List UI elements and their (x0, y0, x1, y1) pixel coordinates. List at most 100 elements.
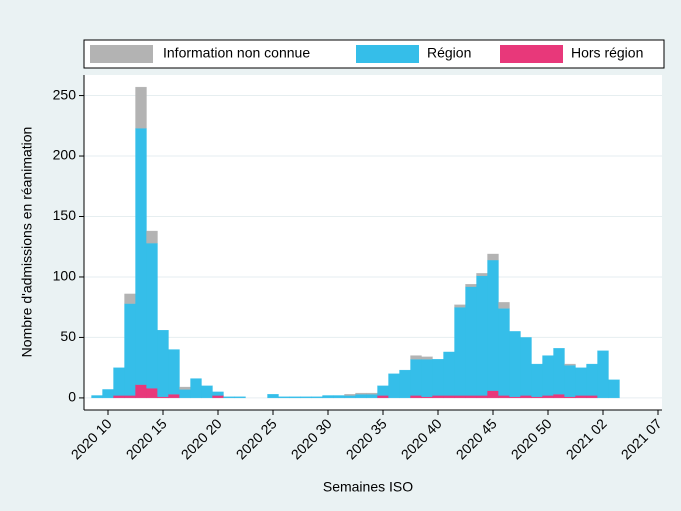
bar-segment (487, 253, 499, 261)
bar-segment (113, 395, 125, 399)
bar-segment (388, 373, 400, 399)
bar-segment (102, 389, 114, 399)
bar-segment (531, 396, 543, 399)
bar-segment (223, 396, 235, 399)
bar-segment (135, 128, 147, 385)
bar-segment (520, 395, 532, 399)
bar-segment (410, 359, 422, 396)
bar-segment (608, 379, 620, 399)
bar-segment (355, 392, 367, 395)
bar-segment (168, 394, 180, 399)
bar-segment (146, 230, 158, 244)
y-tick-label: 200 (53, 147, 77, 163)
bar-segment (91, 395, 103, 399)
bar-segment (190, 378, 202, 399)
bar-segment (454, 307, 466, 396)
bar-segment (542, 395, 554, 399)
y-tick-label: 0 (68, 389, 76, 405)
bar-segment (498, 308, 510, 396)
bar-segment (509, 331, 521, 397)
bar-segment (113, 367, 125, 396)
bar-segment (168, 349, 180, 395)
bar-segment (201, 385, 213, 399)
bar-segment (443, 351, 455, 396)
bar-segment (564, 396, 576, 399)
bar-segment (443, 395, 455, 399)
bar-segment (146, 388, 158, 399)
bar-segment (509, 396, 521, 399)
bar-segment (498, 302, 510, 309)
bar-segment (355, 394, 367, 399)
bar-segment (179, 389, 191, 399)
bar-segment (432, 359, 444, 396)
bar-segment (366, 394, 378, 399)
bar-segment (487, 259, 499, 391)
bar-segment (146, 242, 158, 389)
bar-segment (157, 396, 169, 399)
bar-segment (553, 348, 565, 395)
bar-segment (366, 392, 378, 395)
bar-segment (586, 363, 598, 396)
bar-segment (344, 394, 356, 396)
legend-swatch (356, 45, 419, 63)
bar-segment (135, 384, 147, 399)
legend-label: Information non connue (163, 45, 310, 61)
bar-segment (487, 390, 499, 399)
bar-segment (124, 293, 136, 304)
bar-segment (520, 337, 532, 396)
bar-segment (377, 395, 389, 399)
bar-segment (124, 395, 136, 399)
bar-segment (454, 304, 466, 308)
bar-segment (300, 396, 312, 399)
bar-segment (542, 355, 554, 396)
legend-swatch (500, 45, 563, 63)
bar-segment (179, 386, 191, 390)
bar-segment (421, 359, 433, 397)
y-tick-label: 50 (60, 328, 76, 344)
bar-segment (344, 395, 356, 399)
legend-swatch (90, 45, 153, 63)
x-axis-title: Semaines ISO (323, 479, 413, 495)
bar-segment (157, 330, 169, 397)
bar-segment (465, 395, 477, 399)
bar-segment (212, 391, 224, 396)
bar-segment (212, 395, 224, 399)
bar-segment (465, 284, 477, 287)
bar-segment (553, 394, 565, 399)
bar-segment (476, 395, 488, 399)
bar-segment (410, 395, 422, 399)
bar-segment (311, 396, 323, 399)
bar-segment (333, 395, 345, 399)
plot-area (84, 75, 662, 410)
bar-segment (410, 355, 422, 360)
bar-segment (476, 275, 488, 396)
bar-segment (135, 86, 147, 129)
bar-segment (465, 286, 477, 396)
bar-segment (575, 367, 587, 396)
bar-segment (267, 394, 279, 399)
bar-segment (399, 369, 411, 399)
bar-segment (531, 363, 543, 397)
bar-segment (564, 363, 576, 366)
bar-segment (454, 395, 466, 399)
bar-segment (575, 395, 587, 399)
y-tick-label: 250 (53, 86, 77, 102)
legend-label: Région (427, 45, 471, 61)
bar-segment (234, 396, 246, 399)
bar-segment (421, 396, 433, 399)
legend-label: Hors région (571, 45, 643, 61)
bar-segment (586, 395, 598, 399)
bar-segment (476, 273, 488, 276)
bar-segment (421, 356, 433, 360)
bar-segment (564, 365, 576, 397)
bar-segment (278, 396, 290, 399)
bar-segment (597, 350, 609, 399)
y-axis-title: Nombre d'admissions en réanimation (19, 127, 35, 358)
legend-box (83, 39, 665, 69)
bar-segment (498, 395, 510, 399)
bar-segment (432, 395, 444, 399)
y-tick-label: 150 (53, 207, 77, 223)
bar-segment (124, 303, 136, 396)
